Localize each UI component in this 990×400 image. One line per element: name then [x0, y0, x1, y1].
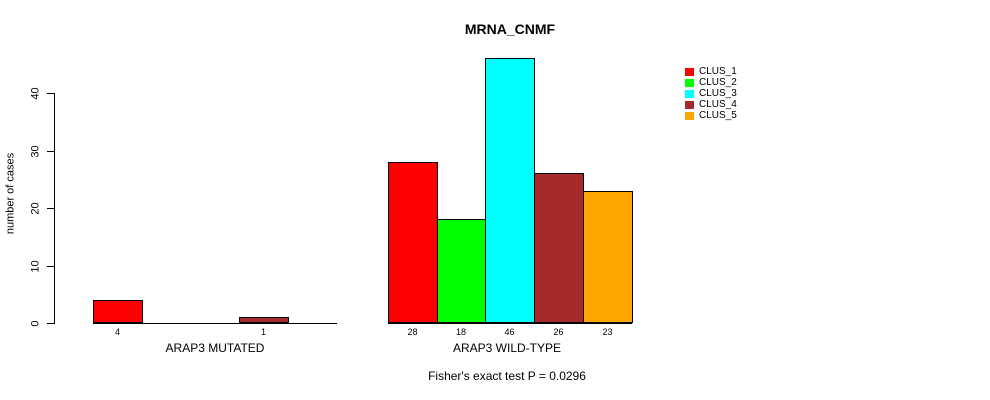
- bar-value-label: 4: [114, 327, 120, 337]
- bar-clus_2-group-2: [437, 219, 486, 323]
- bar-clus_1-group-1: [93, 300, 143, 323]
- y-tick-mark: [47, 151, 54, 152]
- y-axis-line: [54, 93, 55, 324]
- legend-swatch-clus_4: [685, 101, 694, 109]
- y-tick-mark: [47, 323, 54, 324]
- legend-label-clus_4: CLUS_4: [699, 99, 737, 110]
- legend-swatch-clus_5: [685, 112, 694, 120]
- bar-value-label: 1: [260, 327, 266, 337]
- legend-swatch-clus_3: [685, 90, 694, 98]
- legend-label-clus_2: CLUS_2: [699, 77, 737, 88]
- bar-value-label: 26: [553, 327, 564, 337]
- y-tick-label: 0: [29, 320, 42, 327]
- x-axis-line-group-1: [93, 323, 337, 324]
- bar-value-label: 23: [602, 327, 613, 337]
- group-label-mutated: ARAP3 MUTATED: [165, 341, 265, 355]
- group-label-wild-type: ARAP3 WILD-TYPE: [452, 341, 562, 355]
- y-axis-label: number of cases: [4, 152, 17, 235]
- legend-label-clus_5: CLUS_5: [699, 110, 737, 121]
- bar-clus_1-group-2: [388, 162, 438, 323]
- y-tick-label: 40: [29, 87, 42, 100]
- x-axis-line-group-2: [388, 323, 632, 324]
- bar-value-label: 46: [504, 327, 515, 337]
- y-tick-mark: [47, 208, 54, 209]
- bar-clus_3-group-2: [485, 58, 535, 323]
- legend-label-clus_1: CLUS_1: [699, 66, 737, 77]
- fisher-test-annotation: Fisher's exact test P = 0.0296: [428, 369, 586, 383]
- legend-label-clus_3: CLUS_3: [699, 88, 737, 99]
- bar-value-label: 28: [407, 327, 418, 337]
- bar-clus_4-group-2: [534, 173, 584, 323]
- y-tick-label: 10: [29, 260, 42, 273]
- y-tick-label: 30: [29, 145, 42, 158]
- y-tick-mark: [47, 93, 54, 94]
- chart-title: MRNA_CNMF: [464, 21, 556, 37]
- bar-value-label: 18: [455, 327, 466, 337]
- legend-swatch-clus_2: [685, 79, 694, 87]
- bar-clus_5-group-2: [583, 191, 633, 323]
- legend-swatch-clus_1: [685, 68, 694, 76]
- y-tick-mark: [47, 266, 54, 267]
- bar-clus_4-group-1: [239, 317, 289, 323]
- y-tick-label: 20: [29, 202, 42, 215]
